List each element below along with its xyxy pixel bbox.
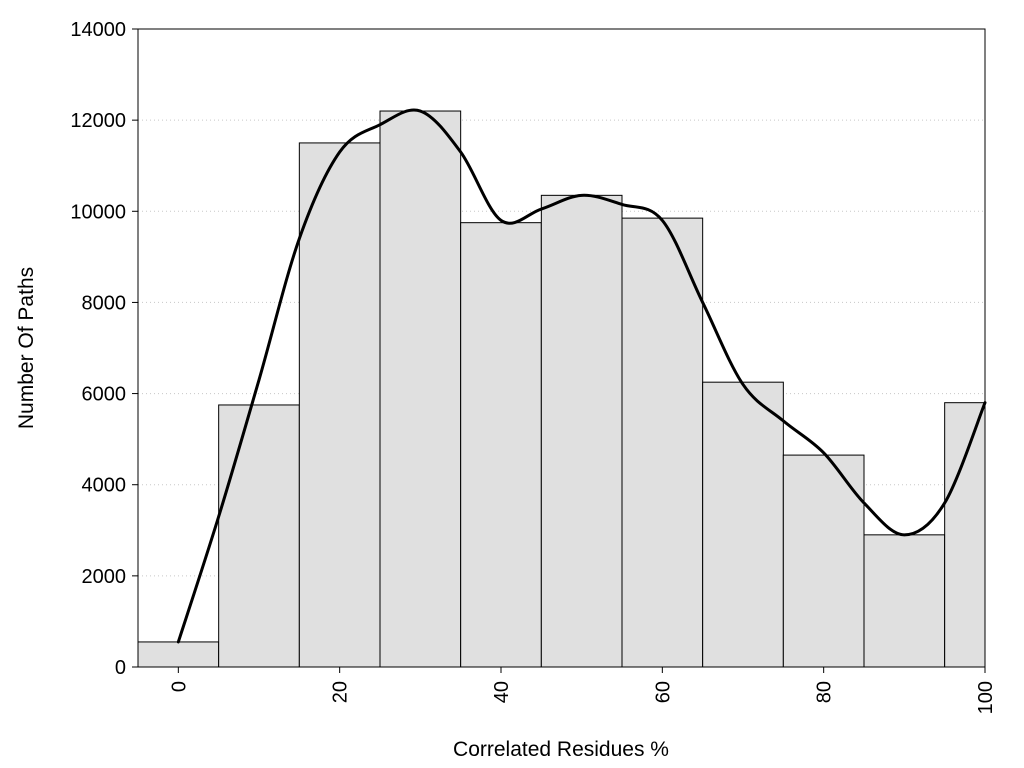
bar	[379, 110, 462, 668]
x-tick-label: 20	[330, 681, 352, 703]
bar	[218, 404, 300, 668]
y-tick-label: 2000	[82, 566, 127, 588]
bar	[863, 534, 946, 668]
bar	[137, 641, 220, 668]
bar	[782, 454, 865, 668]
y-axis: 0 2000 4000 6000 8000 10000 12000 14000	[70, 19, 138, 679]
bar	[460, 222, 542, 668]
x-tick-label: 40	[491, 681, 513, 703]
plot-frame	[137, 28, 986, 668]
bar	[540, 194, 623, 668]
x-tick-label: 80	[814, 681, 836, 703]
density-curve-line	[176, 108, 987, 644]
bar	[702, 381, 784, 668]
y-tick-label: 14000	[70, 19, 126, 41]
x-tick-label: 60	[652, 681, 674, 703]
y-tick-label: 6000	[82, 384, 127, 406]
bar	[621, 217, 704, 668]
y-axis-title: Number Of Paths	[15, 267, 38, 429]
bar	[944, 402, 986, 668]
density-curve	[176, 108, 987, 644]
y-tick-label: 8000	[82, 292, 127, 314]
x-axis-title: Correlated Residues %	[453, 738, 669, 761]
bars	[137, 110, 986, 668]
y-tick-label: 12000	[70, 110, 126, 132]
y-tick-label: 4000	[82, 475, 127, 497]
x-axis: 0 20 40 60 80 100	[168, 667, 997, 714]
y-tick-label: 10000	[70, 201, 126, 223]
x-tick-label: 0	[168, 681, 190, 692]
y-tick-label: 0	[115, 657, 126, 679]
x-tick-label: 100	[975, 681, 997, 714]
bar	[298, 142, 381, 668]
